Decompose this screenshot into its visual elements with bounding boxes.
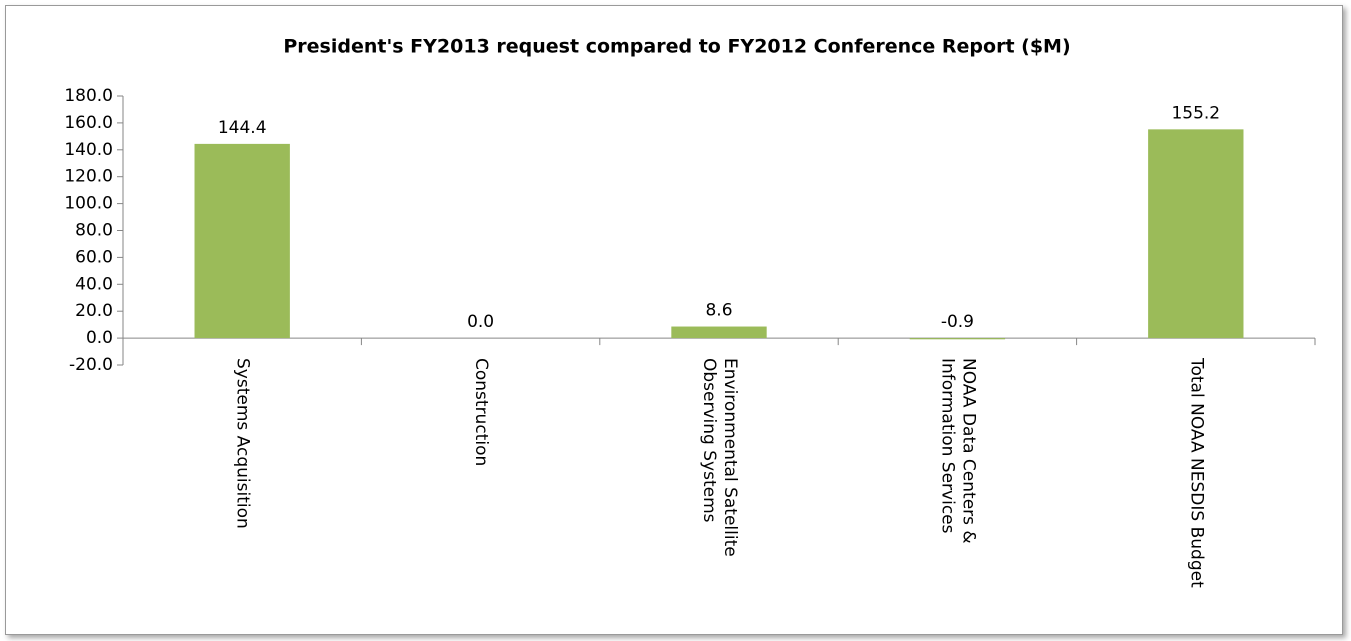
value-label: 144.4 (218, 118, 267, 138)
y-tick-label: 40.0 (75, 274, 113, 294)
y-tick-label: 140.0 (64, 140, 113, 160)
y-tick-label: 80.0 (75, 221, 113, 241)
y-tick-label: 20.0 (75, 301, 113, 321)
y-tick-label: 60.0 (75, 247, 113, 267)
value-label: 8.6 (705, 301, 732, 321)
value-label: 0.0 (467, 312, 494, 332)
y-tick-label: -20.0 (69, 355, 113, 375)
y-tick-label: 120.0 (64, 167, 113, 187)
y-tick-label: 0.0 (86, 328, 113, 348)
bar (1148, 129, 1244, 339)
bar (194, 143, 290, 339)
y-tick-label: 160.0 (64, 113, 113, 133)
x-tick-label: NOAA Data Centers & Information Services (937, 358, 979, 544)
bar (671, 326, 767, 339)
value-label: 155.2 (1171, 103, 1220, 123)
x-tick-label: Total NOAA NESDIS Budget (1186, 358, 1207, 588)
x-tick-label: Construction (471, 358, 492, 467)
value-label: -0.9 (941, 312, 974, 332)
y-tick-label: 100.0 (64, 194, 113, 214)
chart-title: President's FY2013 request compared to F… (283, 36, 1070, 58)
x-tick-label: Systems Acquisition (232, 358, 253, 529)
y-tick-label: 180.0 (64, 86, 113, 106)
bar (909, 338, 1006, 340)
x-tick-label: Environmental Satellite Observing System… (699, 358, 740, 557)
